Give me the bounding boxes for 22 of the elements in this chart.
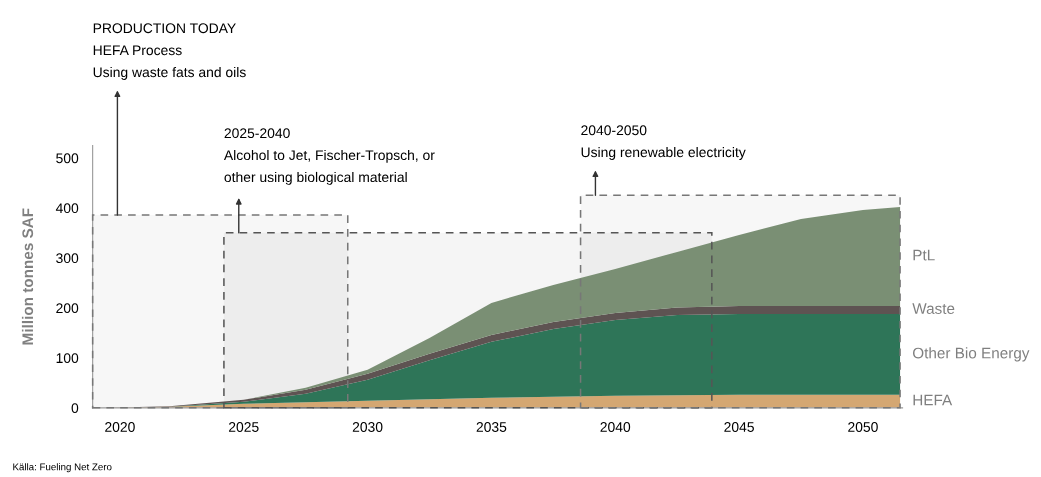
x-tick-label: 2025: [228, 422, 259, 432]
y-tick-label: 0: [71, 403, 79, 413]
x-tick-label: 2040: [600, 422, 631, 432]
y-tick-label: 300: [56, 253, 79, 264]
y-tick-label: 200: [56, 303, 79, 314]
y-tick-label: 100: [56, 353, 79, 364]
band-label: 2040-2050 Using renewable electricity: [581, 125, 746, 160]
x-tick-label: 2030: [352, 422, 383, 432]
text: Källa: Fueling Net Zero: [13, 463, 112, 473]
x-tick-label: 2020: [105, 422, 135, 432]
x-tick-label: 2050: [848, 422, 878, 432]
y-tick-label: 500: [56, 153, 79, 164]
x-tick-label: 2045: [724, 422, 754, 432]
band-label: 2025-2040 Alcohol to Jet, Fischer-Tropsch, or other using biological material: [223, 128, 435, 185]
y-tick-label: 400: [55, 203, 79, 214]
series-label: Waste: [912, 303, 955, 314]
series-label: PtL: [913, 249, 935, 261]
y-axis-title: Million tonnes SAF: [21, 208, 34, 345]
band-label: PRODUCTION TODAY HEFA Process Using waste fats and oils: [93, 23, 246, 80]
x-tick-label: 2035: [476, 422, 507, 432]
series-label: HEFA: [913, 394, 953, 406]
series-label: Other Bio Energy: [912, 347, 1030, 362]
